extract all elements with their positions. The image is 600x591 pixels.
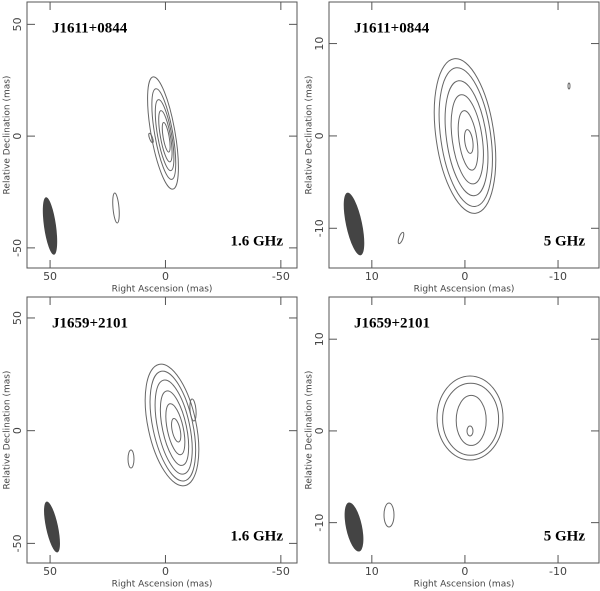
contour	[149, 370, 197, 482]
frequency-label: 1.6 GHz	[231, 528, 284, 544]
panel-title: J1611+0844	[52, 20, 128, 36]
contour	[189, 398, 197, 422]
contour	[444, 80, 489, 197]
contour	[442, 382, 500, 456]
x-tick-label: 50	[43, 270, 57, 283]
panel-frame	[26, 296, 298, 564]
contour	[148, 132, 154, 144]
x-tick-label: -10	[549, 565, 567, 578]
x-tick-label: 10	[365, 270, 379, 283]
beam	[343, 192, 365, 256]
beam	[344, 502, 364, 552]
panel-title: J1611+0844	[354, 20, 430, 36]
contour	[171, 417, 182, 443]
contour	[154, 379, 193, 475]
contour	[158, 110, 173, 163]
y-tick-label: -10	[313, 514, 326, 532]
contour	[383, 502, 395, 528]
contour	[161, 122, 171, 153]
x-tick-label: 0	[461, 270, 468, 283]
contour	[433, 58, 497, 214]
x-tick-label: 0	[162, 270, 169, 283]
contour	[159, 390, 190, 466]
contour	[457, 110, 479, 171]
contour	[165, 403, 186, 456]
contour	[455, 394, 487, 446]
beam	[44, 501, 60, 553]
contour	[127, 449, 135, 469]
x-tick-label: 50	[43, 565, 57, 578]
y-axis-label: Relative Declination (mas)	[3, 371, 13, 490]
y-axis-label: Relative Declination (mas)	[305, 371, 315, 490]
panel-frame	[328, 296, 600, 564]
x-tick-label: 0	[461, 565, 468, 578]
x-axis-label: Right Ascension (mas)	[414, 580, 515, 590]
x-tick-label: -50	[272, 565, 290, 578]
contour	[112, 192, 120, 224]
x-tick-label: 0	[162, 565, 169, 578]
beam	[42, 197, 58, 255]
contour	[154, 99, 175, 172]
y-tick-label: 0	[11, 427, 24, 434]
y-tick-label: 0	[11, 133, 24, 140]
x-axis-label: Right Ascension (mas)	[112, 285, 213, 295]
y-tick-label: 0	[313, 132, 326, 139]
x-tick-label: 10	[365, 565, 379, 578]
contour	[464, 129, 474, 154]
y-tick-label: 0	[313, 427, 326, 434]
contour	[397, 231, 405, 245]
x-tick-label: -50	[272, 270, 290, 283]
y-tick-label: -50	[11, 534, 24, 552]
panel-frame	[328, 1, 600, 269]
contour	[436, 375, 504, 461]
y-tick-label: 10	[313, 37, 326, 51]
y-tick-label: 50	[11, 311, 24, 325]
frequency-label: 5 GHz	[544, 528, 586, 544]
panel-title: J1659+2101	[354, 315, 430, 331]
y-tick-label: -10	[313, 219, 326, 237]
y-tick-label: -50	[11, 239, 24, 257]
x-axis-label: Right Ascension (mas)	[414, 285, 515, 295]
y-tick-label: 50	[11, 17, 24, 31]
x-axis-label: Right Ascension (mas)	[112, 580, 213, 590]
y-axis-label: Relative Declination (mas)	[3, 76, 13, 195]
y-tick-label: 10	[313, 332, 326, 346]
y-axis-label: Relative Declination (mas)	[305, 76, 315, 195]
contour	[151, 88, 177, 180]
panel-title: J1659+2101	[52, 315, 128, 331]
contour	[567, 82, 571, 90]
contour	[438, 67, 493, 208]
contour	[466, 425, 474, 437]
contour	[450, 94, 484, 185]
panel-frame	[26, 1, 298, 269]
frequency-label: 5 GHz	[544, 233, 586, 249]
x-tick-label: -10	[549, 270, 567, 283]
frequency-label: 1.6 GHz	[231, 233, 284, 249]
